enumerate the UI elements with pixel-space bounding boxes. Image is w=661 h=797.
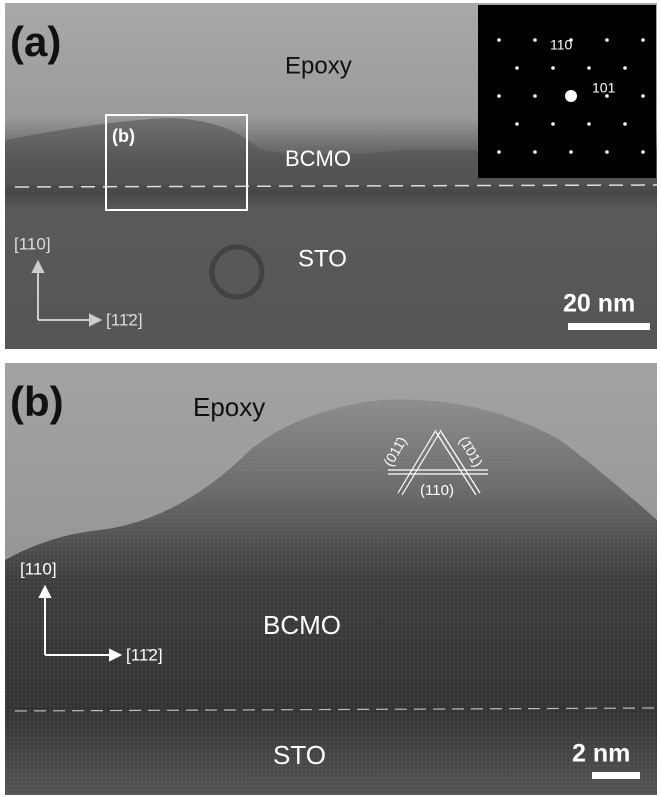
figure: (b) (a) Epoxy BCMO STO 110 101 [110] [11…: [0, 0, 661, 797]
panel-b: (b) Epoxy (011̄) (1̄01) (110) [110] [11̄…: [5, 363, 657, 795]
scale-bar: [592, 772, 640, 779]
panel-label: (a): [10, 18, 61, 65]
axis-label: [11̄2]: [126, 645, 163, 664]
diffraction-spot: [641, 38, 645, 42]
epoxy-label: Epoxy: [285, 52, 352, 79]
epoxy-label: Epoxy: [193, 392, 265, 422]
diffraction-spot: [605, 150, 609, 154]
diffraction-spot: [587, 66, 591, 70]
diffraction-spot: [641, 150, 645, 154]
diffraction-spot: [515, 122, 519, 126]
diffraction-spot: [497, 150, 501, 154]
axis-label: [110]: [20, 559, 57, 578]
panel-label: (b): [10, 378, 64, 425]
diffraction-spot: [497, 94, 501, 98]
diffraction-spot: [623, 122, 627, 126]
axis-label: [11̄2]: [106, 310, 143, 329]
substrate-label: STO: [298, 245, 347, 272]
diffraction-spot: [533, 150, 537, 154]
diffraction-spot: [551, 66, 555, 70]
diffraction-spot: [533, 94, 537, 98]
spot-label: 110: [550, 37, 573, 53]
axis-label: [110]: [14, 234, 51, 253]
diffraction-spot: [641, 94, 645, 98]
diffraction-inset: 110 101: [478, 5, 656, 178]
substrate-label: STO: [273, 740, 326, 770]
spot-label: 101: [592, 80, 616, 96]
diffraction-spot: [551, 122, 555, 126]
box-label: (b): [112, 126, 135, 146]
film-label: BCMO: [263, 610, 341, 640]
diffraction-spot: [623, 66, 627, 70]
diffraction-spot: [533, 38, 537, 42]
scale-bar: [568, 323, 650, 330]
diffraction-spot: [515, 66, 519, 70]
scale-bar-label: 2 nm: [572, 740, 630, 768]
diffraction-spot: [605, 38, 609, 42]
scale-bar-label: 20 nm: [563, 290, 635, 318]
lattice-texture: [5, 363, 657, 795]
diffraction-spot: [497, 38, 501, 42]
film-label: BCMO: [285, 146, 351, 171]
panel-a: (b) (a) Epoxy BCMO STO 110 101 [110] [11…: [5, 3, 657, 349]
diffraction-spot: [587, 122, 591, 126]
plane-label: (110): [420, 482, 454, 499]
diffraction-spot: [569, 150, 573, 154]
